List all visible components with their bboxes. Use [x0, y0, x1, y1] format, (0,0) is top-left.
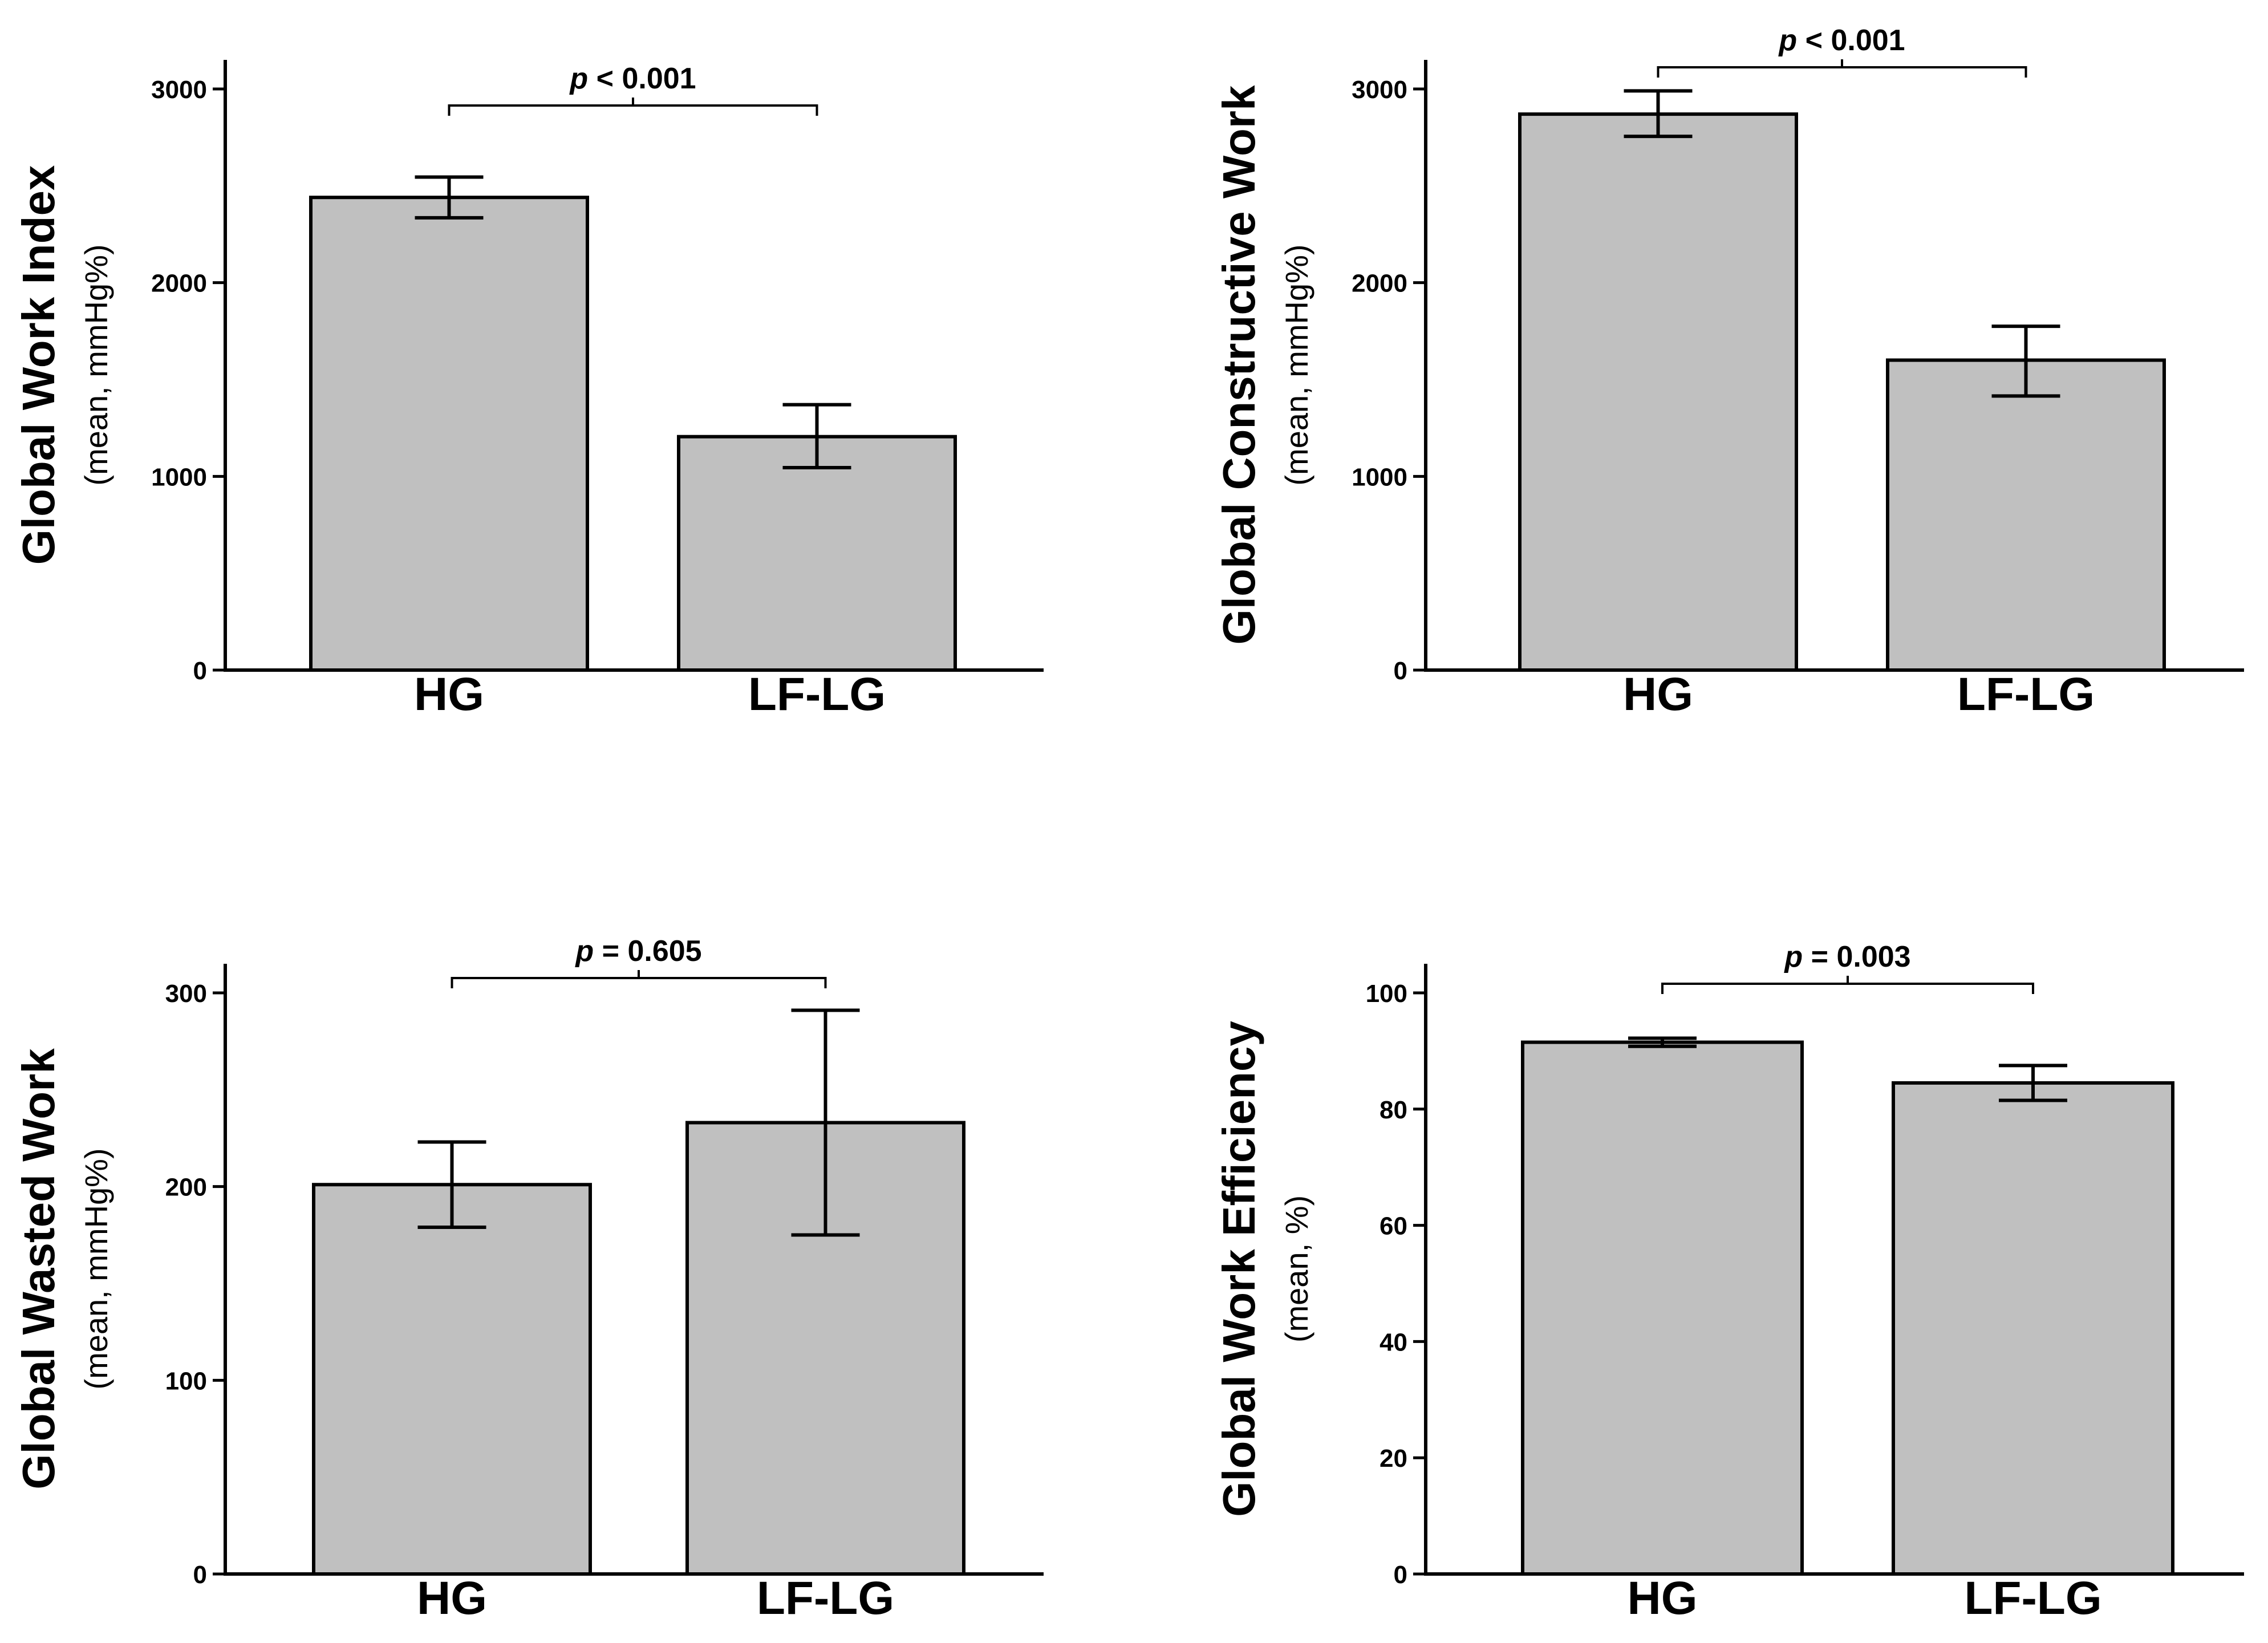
p-value: < 0.001 [1797, 24, 1905, 57]
significance-bracket [451, 970, 827, 988]
y-axis-subtitle: (mean, mmHg%) [78, 1148, 114, 1389]
y-tick-label: 1000 [1352, 463, 1407, 491]
y-axis-title: Global Work Index [13, 165, 64, 565]
y-tick-label: 3000 [1352, 76, 1407, 104]
chart-panel-3: 0 100 200 300 HG LF-LG p = 0.605 Global Wasted … [13, 935, 1044, 1624]
category-label: HG [1623, 668, 1693, 720]
p-value: < 0.001 [588, 62, 696, 95]
error-bar-lf-lg [791, 1008, 860, 1237]
category-label: LF-LG [748, 668, 886, 720]
significance-bracket [1661, 976, 2034, 994]
y-tick-label: 0 [1394, 1561, 1407, 1589]
y-tick-label: 100 [165, 1367, 207, 1395]
y-tick-label: 3000 [151, 76, 207, 104]
error-bar-lf-lg [1999, 1064, 2067, 1102]
bar-lf-lg [685, 1121, 965, 1576]
y-axis-subtitle: (mean, %) [1279, 1195, 1314, 1342]
y-tick-label: 0 [193, 657, 207, 685]
error-bar-lf-lg [1991, 324, 2060, 398]
error-bar-lf-lg [782, 403, 851, 470]
y-tick-label: 2000 [151, 270, 207, 298]
p-value-label: p < 0.001 [569, 62, 696, 95]
y-tick-label: 80 [1380, 1096, 1407, 1124]
p-value: = 0.605 [594, 935, 701, 968]
bar-hg [312, 1183, 592, 1576]
y-axis-subtitle: (mean, mmHg%) [1279, 244, 1314, 485]
p-symbol: p [1778, 24, 1797, 57]
significance-bracket [448, 98, 818, 116]
y-axis-subtitle: (mean, mmHg%) [78, 244, 114, 485]
category-label: LF-LG [757, 1572, 894, 1624]
y-tick-label: 40 [1380, 1328, 1407, 1356]
y-tick-label: 60 [1380, 1212, 1407, 1240]
error-bar-hg [1628, 1036, 1697, 1048]
y-axis-title: Global Work Efficiency [1214, 1021, 1264, 1517]
bar-hg [1521, 1040, 1804, 1576]
p-value-label: p = 0.003 [1783, 940, 1910, 973]
chart-panel-2: 0 1000 2000 3000 HG LF-LG p < 0.001 Global Cons… [1214, 24, 2244, 720]
y-tick-label: 300 [165, 980, 207, 1008]
bar-lf-lg [677, 435, 957, 672]
error-bar-hg [1624, 89, 1693, 139]
y-tick-label: 2000 [1352, 270, 1407, 298]
category-label: HG [417, 1572, 487, 1624]
y-tick-label: 0 [193, 1561, 207, 1589]
category-label: LF-LG [1964, 1572, 2101, 1624]
p-value: = 0.003 [1803, 940, 1910, 973]
significance-bracket [1657, 59, 2027, 78]
p-value-label: p < 0.001 [1778, 24, 1905, 57]
y-tick-label: 200 [165, 1174, 207, 1202]
bar-hg [309, 196, 589, 672]
bar-hg [1518, 112, 1798, 672]
p-symbol: p [569, 62, 588, 95]
y-tick-label: 100 [1366, 980, 1407, 1008]
bar-lf-lg [1886, 358, 2166, 672]
bar-lf-lg [1892, 1081, 2174, 1576]
y-axis-title: Global Wasted Work [13, 1048, 64, 1490]
error-bar-hg [415, 175, 484, 220]
error-bar-hg [417, 1140, 486, 1229]
y-axis-title: Global Constructive Work [1214, 85, 1264, 644]
p-symbol: p [1783, 940, 1803, 973]
y-tick-label: 0 [1394, 657, 1407, 685]
category-label: LF-LG [1957, 668, 2095, 720]
chart-panel-1: 0 1000 2000 3000 HG LF-LG p < 0.001 Global Work… [13, 60, 1044, 720]
category-label: HG [414, 668, 484, 720]
category-label: HG [1628, 1572, 1698, 1624]
chart-panel-4: 0 20 40 60 80 100 HG LF-LG p = 0.003 Global Work … [1214, 940, 2244, 1624]
y-tick-label: 1000 [151, 463, 207, 491]
p-value-label: p = 0.605 [574, 935, 701, 968]
y-tick-label: 20 [1380, 1445, 1407, 1472]
p-symbol: p [574, 935, 594, 968]
